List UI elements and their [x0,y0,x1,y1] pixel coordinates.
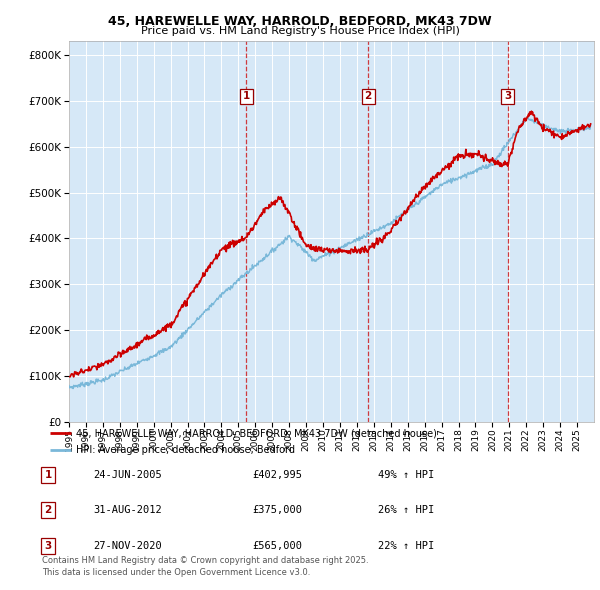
Text: £565,000: £565,000 [252,541,302,550]
Text: 31-AUG-2012: 31-AUG-2012 [93,506,162,515]
Text: 3: 3 [504,91,511,101]
Text: 27-NOV-2020: 27-NOV-2020 [93,541,162,550]
Text: £402,995: £402,995 [252,470,302,480]
Text: 49% ↑ HPI: 49% ↑ HPI [378,470,434,480]
Text: 26% ↑ HPI: 26% ↑ HPI [378,506,434,515]
Text: 45, HAREWELLE WAY, HARROLD, BEDFORD, MK43 7DW: 45, HAREWELLE WAY, HARROLD, BEDFORD, MK4… [108,15,492,28]
Text: 1: 1 [44,470,52,480]
Text: Contains HM Land Registry data © Crown copyright and database right 2025.
This d: Contains HM Land Registry data © Crown c… [42,556,368,577]
Text: HPI: Average price, detached house, Bedford: HPI: Average price, detached house, Bedf… [76,445,295,455]
Text: Price paid vs. HM Land Registry's House Price Index (HPI): Price paid vs. HM Land Registry's House … [140,26,460,36]
Text: 45, HAREWELLE WAY, HARROLD, BEDFORD, MK43 7DW (detached house): 45, HAREWELLE WAY, HARROLD, BEDFORD, MK4… [76,428,437,438]
Text: £375,000: £375,000 [252,506,302,515]
Text: 2: 2 [364,91,372,101]
Text: 22% ↑ HPI: 22% ↑ HPI [378,541,434,550]
Text: 1: 1 [243,91,250,101]
Text: 24-JUN-2005: 24-JUN-2005 [93,470,162,480]
Text: 3: 3 [44,541,52,550]
Text: 2: 2 [44,506,52,515]
